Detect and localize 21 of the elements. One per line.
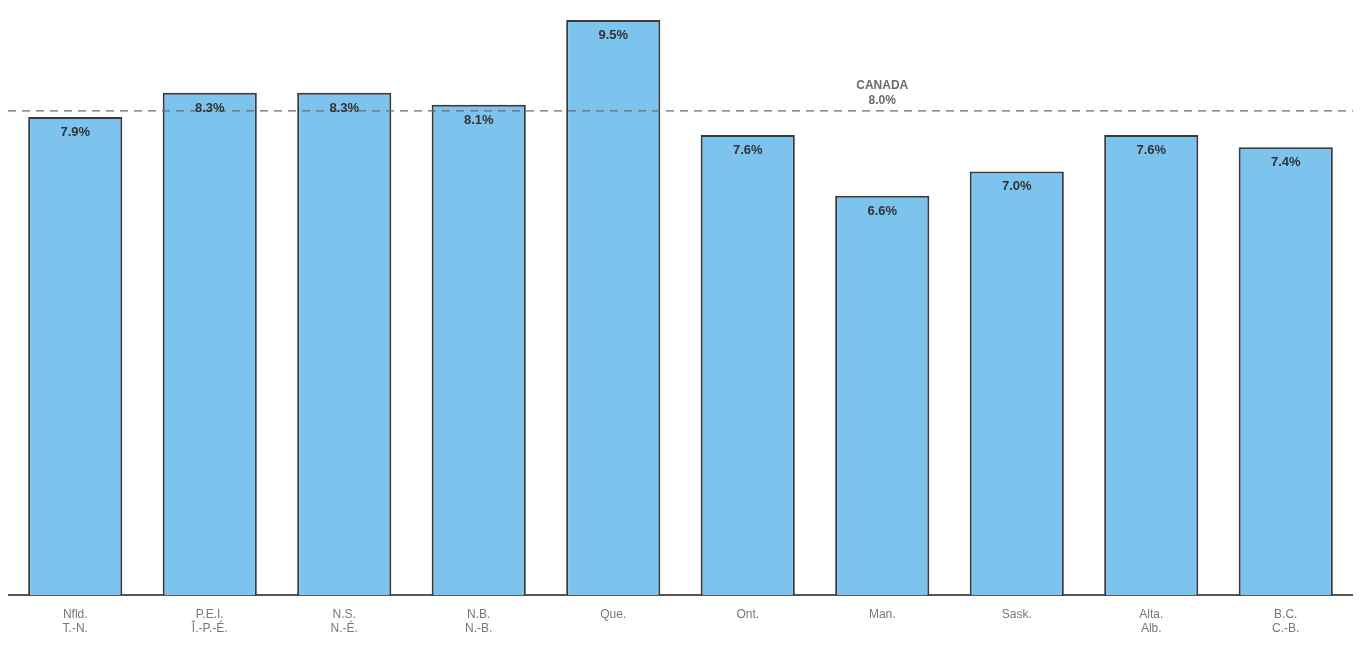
data-label: 7.6%: [1136, 142, 1167, 158]
data-label: 9.5%: [598, 27, 629, 43]
ref-line-label: CANADA 8.0%: [856, 78, 909, 108]
x-tick-label: N.B. N.-B.: [465, 606, 493, 636]
x-tick-label: Sask.: [1001, 606, 1032, 621]
data-label: 7.4%: [1270, 154, 1301, 170]
data-label: 8.3%: [329, 99, 360, 115]
x-tick-label: N.S. N.-É.: [330, 606, 358, 636]
data-label: 8.3%: [194, 99, 225, 115]
data-label: 8.1%: [463, 111, 494, 127]
x-tick-label: B.C. C.-B.: [1272, 606, 1300, 636]
x-tick-label: P.E.I. Î.-P.-É.: [190, 606, 228, 636]
x-tick-label: Ont.: [736, 606, 760, 621]
data-label: 7.0%: [1001, 178, 1032, 194]
x-tick-label: Nfld. T.-N.: [62, 606, 88, 636]
data-label: 6.6%: [867, 202, 898, 218]
x-tick-label: Man.: [868, 606, 896, 621]
data-label: 7.6%: [732, 142, 763, 158]
x-tick-label: Alta. Alb.: [1139, 606, 1164, 636]
data-label: 7.9%: [60, 124, 91, 139]
x-tick-label: Que.: [600, 606, 627, 621]
